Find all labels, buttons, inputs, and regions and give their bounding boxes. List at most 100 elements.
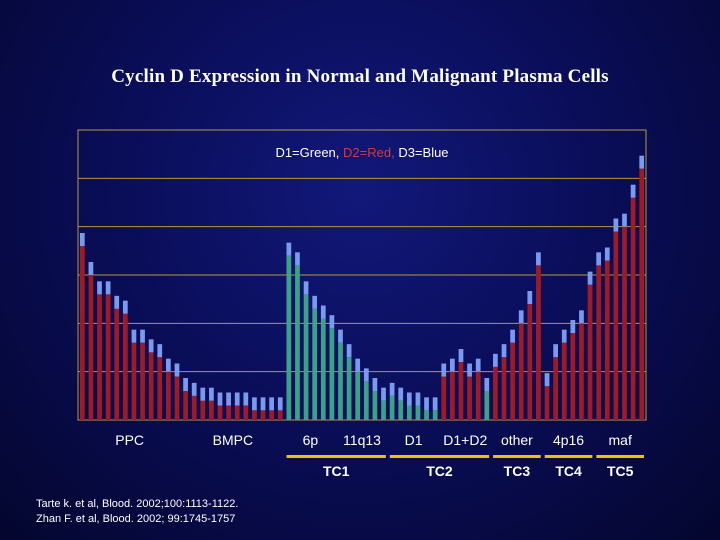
bar-d3-cap [269, 397, 275, 411]
group-bracket [493, 455, 541, 458]
bar [277, 410, 283, 420]
bar [527, 304, 533, 420]
bar [467, 376, 472, 420]
group-bracket [389, 455, 490, 458]
bar-d3-cap [252, 397, 257, 411]
bar-d3-cap [148, 339, 154, 353]
bar-d3-cap [165, 358, 171, 372]
bar [131, 342, 137, 420]
bar [406, 405, 412, 420]
bar-d3-cap [140, 329, 145, 343]
bar-d3-cap [200, 387, 206, 401]
bar [372, 391, 378, 420]
category-label: PPC [115, 432, 144, 448]
bar [320, 318, 326, 420]
slide-title: Cyclin D Expression in Normal and Malign… [111, 66, 609, 87]
group-bracket [286, 455, 386, 458]
bar-d3-cap [88, 262, 94, 275]
bar [303, 294, 309, 420]
bar-d3-cap [561, 329, 567, 343]
bar [200, 400, 206, 420]
bar [174, 376, 180, 420]
bar [424, 410, 429, 420]
group-bracket [596, 455, 644, 458]
bar-d3-cap [355, 358, 361, 372]
bar-d3-cap [209, 387, 214, 401]
bar-d3-cap [536, 252, 541, 266]
bar [536, 265, 541, 420]
bar-d3-cap [122, 300, 128, 314]
bar-d3-cap [458, 349, 464, 362]
bar [157, 357, 163, 420]
bar-d3-cap [596, 252, 602, 266]
reference-1: Tarte k. et al, Blood. 2002;100:1113-112… [36, 498, 239, 510]
bar-d3-cap [329, 315, 335, 329]
bar [484, 391, 490, 420]
bar-d3-cap [303, 281, 309, 295]
bar-d3-cap [286, 242, 292, 256]
bar [639, 168, 645, 420]
category-label: maf [609, 432, 632, 448]
bar [398, 400, 404, 420]
category-label: 6p [303, 432, 319, 448]
bar-d3-cap [501, 344, 507, 358]
bar-d3-cap [191, 382, 197, 396]
bar [286, 255, 292, 420]
legend-entry: D1=Green, [275, 145, 343, 160]
bar-d3-cap [493, 353, 498, 367]
legend-entry: D2=Red, [343, 145, 398, 160]
bar-d3-cap [338, 329, 343, 343]
bar [88, 275, 94, 420]
bar [475, 371, 481, 420]
bar-d3-cap [604, 247, 610, 261]
reference-2: Zhan F. et al, Blood. 2002; 99:1745-1757 [36, 513, 236, 525]
bar [622, 226, 627, 420]
bar [596, 265, 602, 420]
category-label: 11q13 [343, 432, 381, 448]
bar-d3-cap [295, 252, 300, 266]
bar [449, 371, 455, 420]
bar [355, 371, 361, 420]
bar-d3-cap [406, 392, 412, 406]
bar-d3-cap [131, 329, 137, 343]
bar-d3-cap [527, 291, 533, 304]
group-label: TC4 [555, 463, 582, 479]
bar [260, 410, 266, 420]
bar-d3-cap [441, 363, 447, 377]
bar-d3-cap [467, 363, 472, 377]
bar [243, 405, 249, 420]
chart-legend: D1=Green, D2=Red, D3=Blue [275, 145, 448, 160]
bar [295, 265, 300, 420]
bar-d3-cap [570, 320, 576, 333]
bar-d3-cap [415, 392, 421, 406]
bar [346, 357, 352, 420]
bar [338, 342, 343, 420]
category-label: BMPC [213, 432, 253, 448]
bar-d3-cap [587, 271, 593, 285]
bar [544, 386, 550, 420]
bar-d3-cap [639, 155, 645, 169]
bar [381, 400, 386, 420]
bar [252, 410, 257, 420]
bar-d3-cap [217, 392, 223, 406]
bar-d3-cap [312, 295, 318, 309]
bar [415, 405, 421, 420]
bar [148, 352, 154, 420]
bar-d3-cap [183, 378, 188, 391]
bar [217, 405, 223, 420]
bar-d3-cap [510, 329, 515, 343]
legend-entry: D3=Blue [398, 145, 448, 160]
bar-d3-cap [226, 392, 231, 406]
group-label: TC5 [607, 463, 634, 479]
bar-d3-cap [346, 344, 352, 358]
bar-d3-cap [79, 233, 85, 246]
bar-d3-cap [381, 387, 386, 401]
bar [209, 400, 214, 420]
bar-d3-cap [389, 382, 395, 396]
bar [97, 294, 102, 420]
bar-d3-cap [157, 344, 163, 358]
bar-d3-cap [424, 397, 429, 411]
bar [518, 323, 524, 420]
bar-d3-cap [320, 305, 326, 319]
